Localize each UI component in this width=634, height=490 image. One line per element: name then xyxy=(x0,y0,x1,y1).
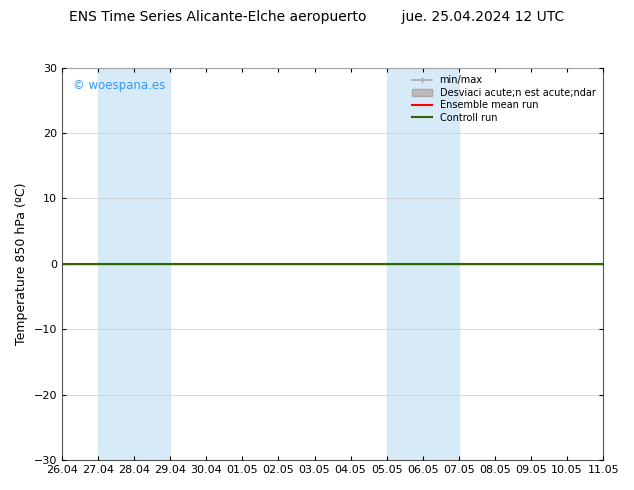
Bar xyxy=(387,68,459,460)
Text: © woespana.es: © woespana.es xyxy=(73,79,165,93)
Bar xyxy=(98,68,170,460)
Y-axis label: Temperature 850 hPa (ºC): Temperature 850 hPa (ºC) xyxy=(15,183,28,345)
Text: ENS Time Series Alicante-Elche aeropuerto        jue. 25.04.2024 12 UTC: ENS Time Series Alicante-Elche aeropuert… xyxy=(69,10,565,24)
Legend: min/max, Desviaci acute;n est acute;ndar, Ensemble mean run, Controll run: min/max, Desviaci acute;n est acute;ndar… xyxy=(410,73,598,125)
